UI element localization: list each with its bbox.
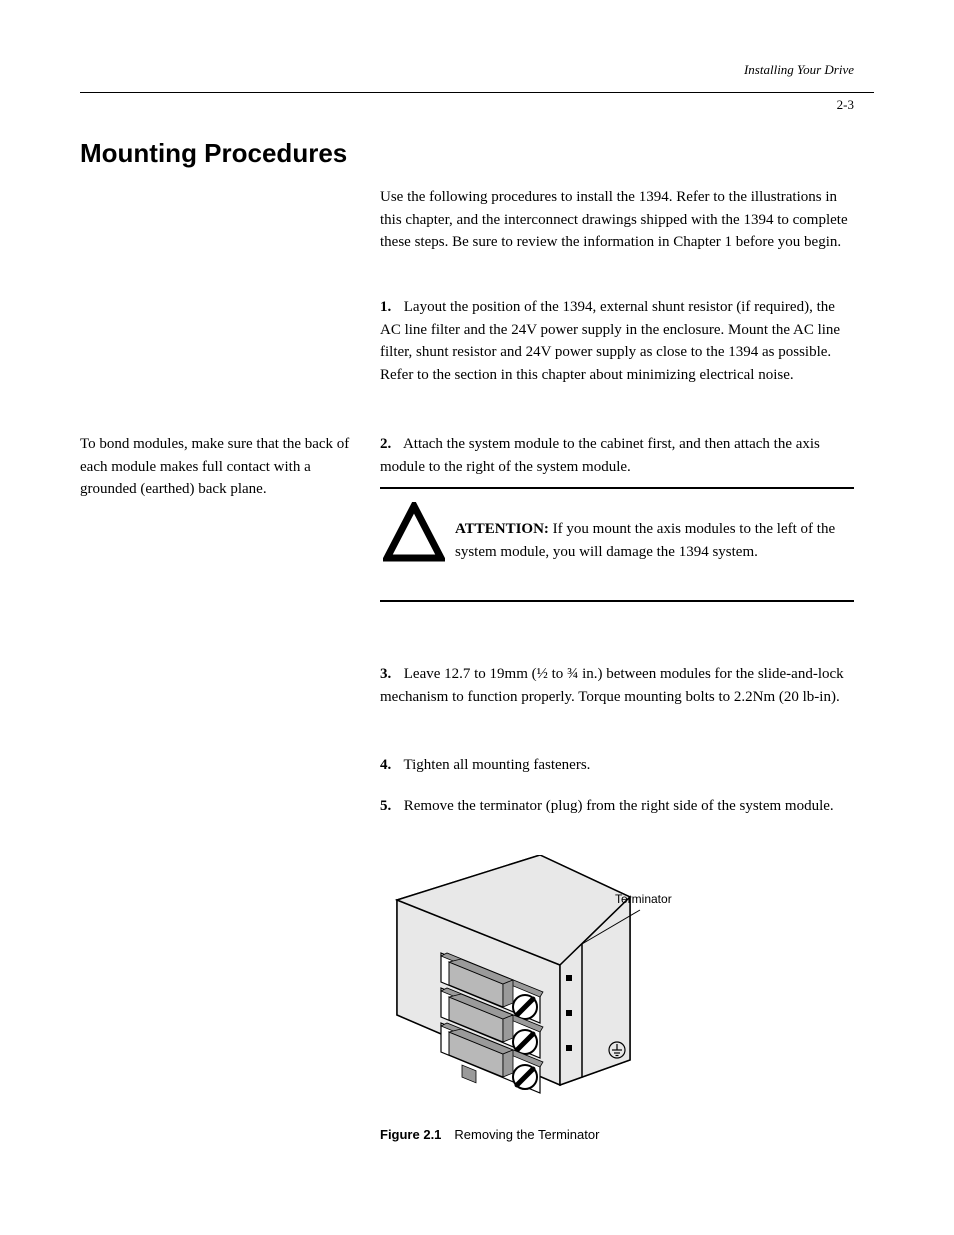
step-4-text: Tighten all mounting fasteners.	[403, 757, 590, 773]
header-subtitle: Installing Your Drive	[744, 62, 854, 78]
step-5-number: 5.	[380, 795, 400, 818]
step-1: 1. Layout the position of the 1394, exte…	[380, 296, 854, 386]
step-2-text: Attach the system module to the cabinet …	[380, 436, 820, 475]
step-3-mid: to	[548, 666, 567, 682]
header-page-number: 2-3	[837, 97, 854, 113]
step-5: 5. Remove the terminator (plug) from the…	[380, 795, 854, 818]
caution-rule-top	[380, 487, 854, 489]
step-2: 2. Attach the system module to the cabin…	[380, 433, 854, 478]
figure-caption: Figure 2.1 Removing the Terminator	[380, 1127, 599, 1142]
figure-2-1: Terminator	[385, 855, 685, 1100]
attention-icon	[383, 502, 445, 569]
step-3: 3. Leave 12.7 to 19mm (½ to ¾ in.) betwe…	[380, 663, 854, 708]
step-3-text-a: Leave 12.7 to 19mm (	[404, 666, 537, 682]
caution-label: ATTENTION:	[455, 521, 549, 537]
sidebar-note: To bond modules, make sure that the back…	[80, 433, 360, 501]
section-title: Mounting Procedures	[80, 138, 347, 169]
step-2-number: 2.	[380, 433, 400, 456]
step-4: 4. Tighten all mounting fasteners.	[380, 754, 854, 777]
step-3-number: 3.	[380, 663, 400, 686]
caution-rule-bottom	[380, 600, 854, 602]
header-rule	[80, 92, 874, 93]
fraction-half: ½	[537, 666, 548, 682]
step-1-text: Layout the position of the 1394, externa…	[380, 299, 840, 383]
terminator-label: Terminator	[615, 892, 672, 906]
intro-paragraph: Use the following procedures to install …	[380, 186, 854, 254]
caution-text: ATTENTION: If you mount the axis modules…	[455, 518, 854, 563]
step-4-number: 4.	[380, 754, 400, 777]
fraction-threequarter: ¾	[567, 666, 578, 682]
step-1-number: 1.	[380, 296, 400, 319]
step-5-text: Remove the terminator (plug) from the ri…	[404, 798, 834, 814]
